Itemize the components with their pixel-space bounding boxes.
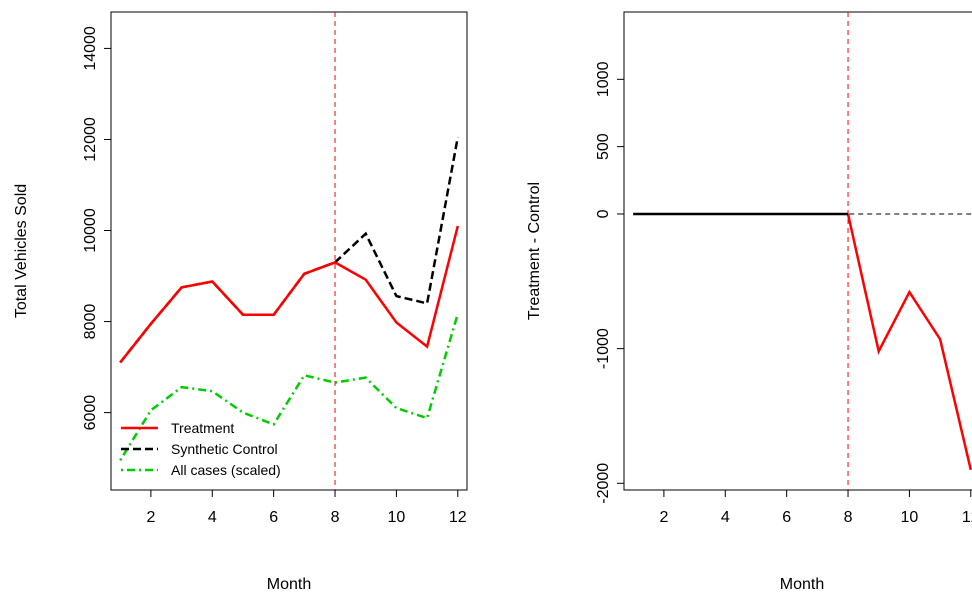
x-tick-label: 10 [901, 509, 919, 526]
left-chart-panel: 2 4 6 8 10 12 Month 6000 8000 10000 12000 14000 Tota… [13, 11, 468, 593]
y-axis-title: Treatment - Control [526, 182, 543, 320]
x-axis-title: Month [267, 576, 311, 593]
y-axis-title: Total Vehicles Sold [13, 184, 30, 318]
y-tick-label: 1000 [595, 61, 612, 97]
y-tick-label: 0 [595, 209, 612, 218]
y-axis: 6000 8000 10000 12000 14000 [82, 26, 111, 430]
y-tick-label: 14000 [82, 26, 99, 71]
legend-label: Treatment [171, 420, 234, 436]
y-tick-label: -1000 [595, 328, 612, 369]
y-axis: -2000 -1000 0 500 1000 [595, 61, 624, 504]
x-tick-label: 2 [659, 509, 668, 526]
legend-label: All cases (scaled) [171, 462, 281, 478]
series-line-synthetic-control [119, 136, 460, 364]
right-chart-panel: 2 4 6 8 10 12 Month -2000 -1000 0 500 1000 Treatment… [526, 11, 972, 593]
series-line-all-cases-scaled- [119, 313, 459, 462]
x-tick-label: 10 [388, 509, 406, 526]
x-tick-label: 8 [331, 509, 340, 526]
y-tick-label: -2000 [595, 463, 612, 504]
y-tick-label: 500 [595, 133, 612, 160]
series-line-treatment [119, 225, 460, 364]
x-axis-title: Month [780, 576, 824, 593]
legend-label: Synthetic Control [171, 441, 278, 457]
y-tick-label: 10000 [82, 208, 99, 253]
y-tick-label: 12000 [82, 117, 99, 162]
x-tick-label: 2 [146, 509, 155, 526]
x-tick-label: 12 [962, 509, 972, 526]
x-tick-label: 6 [269, 509, 278, 526]
legend: Treatment Synthetic Control All cases (sca… [121, 420, 281, 478]
x-tick-label: 8 [844, 509, 853, 526]
y-tick-label: 8000 [82, 304, 99, 340]
series-line-post-treatment [846, 213, 972, 471]
plot-frame [623, 11, 972, 491]
plot-frame [110, 11, 468, 491]
x-axis: 2 4 6 8 10 12 [146, 490, 467, 526]
x-tick-label: 6 [782, 509, 791, 526]
y-tick-label: 6000 [82, 395, 99, 431]
x-tick-label: 4 [721, 509, 730, 526]
x-axis: 2 4 6 8 10 12 [659, 490, 972, 526]
x-tick-label: 12 [449, 509, 467, 526]
x-tick-label: 4 [208, 509, 217, 526]
